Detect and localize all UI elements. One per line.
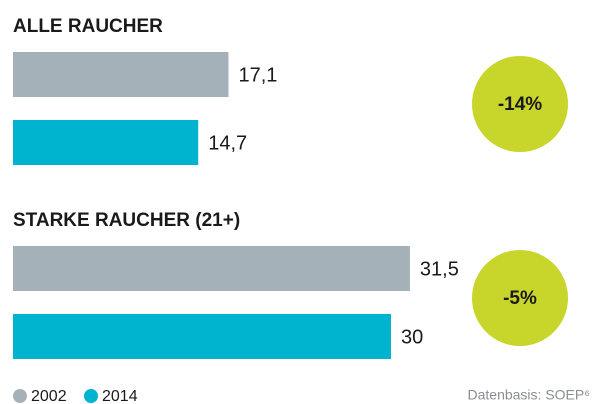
panel-title: ALLE RAUCHER [13, 16, 163, 37]
bar [13, 246, 410, 291]
value-label: 31,5 [420, 258, 459, 280]
value-label: 14,7 [208, 132, 247, 154]
bar [13, 52, 229, 97]
value-label: 17,1 [238, 64, 277, 86]
change-label: -14% [498, 94, 542, 115]
change-badge [472, 56, 568, 152]
value-label: 30 [401, 326, 423, 348]
change-label: -5% [503, 288, 537, 309]
panel-title: STARKE RAUCHER (21+) [13, 210, 240, 231]
legend-label: 2002 [31, 388, 67, 404]
legend-swatch [84, 389, 98, 403]
change-badge [472, 250, 568, 346]
bar [13, 120, 199, 165]
bar [13, 314, 391, 359]
legend-label: 2014 [102, 388, 138, 404]
legend-swatch [13, 389, 27, 403]
source-note: Datenbasis: SOEP⁶ [468, 387, 591, 403]
